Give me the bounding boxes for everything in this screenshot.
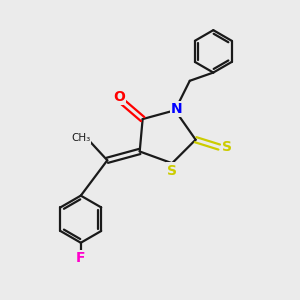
Text: O: O	[113, 90, 125, 104]
Text: S: S	[167, 164, 177, 178]
Text: N: N	[171, 102, 182, 116]
Text: F: F	[76, 251, 86, 265]
Text: CH₃: CH₃	[71, 133, 90, 143]
Text: S: S	[222, 140, 233, 154]
